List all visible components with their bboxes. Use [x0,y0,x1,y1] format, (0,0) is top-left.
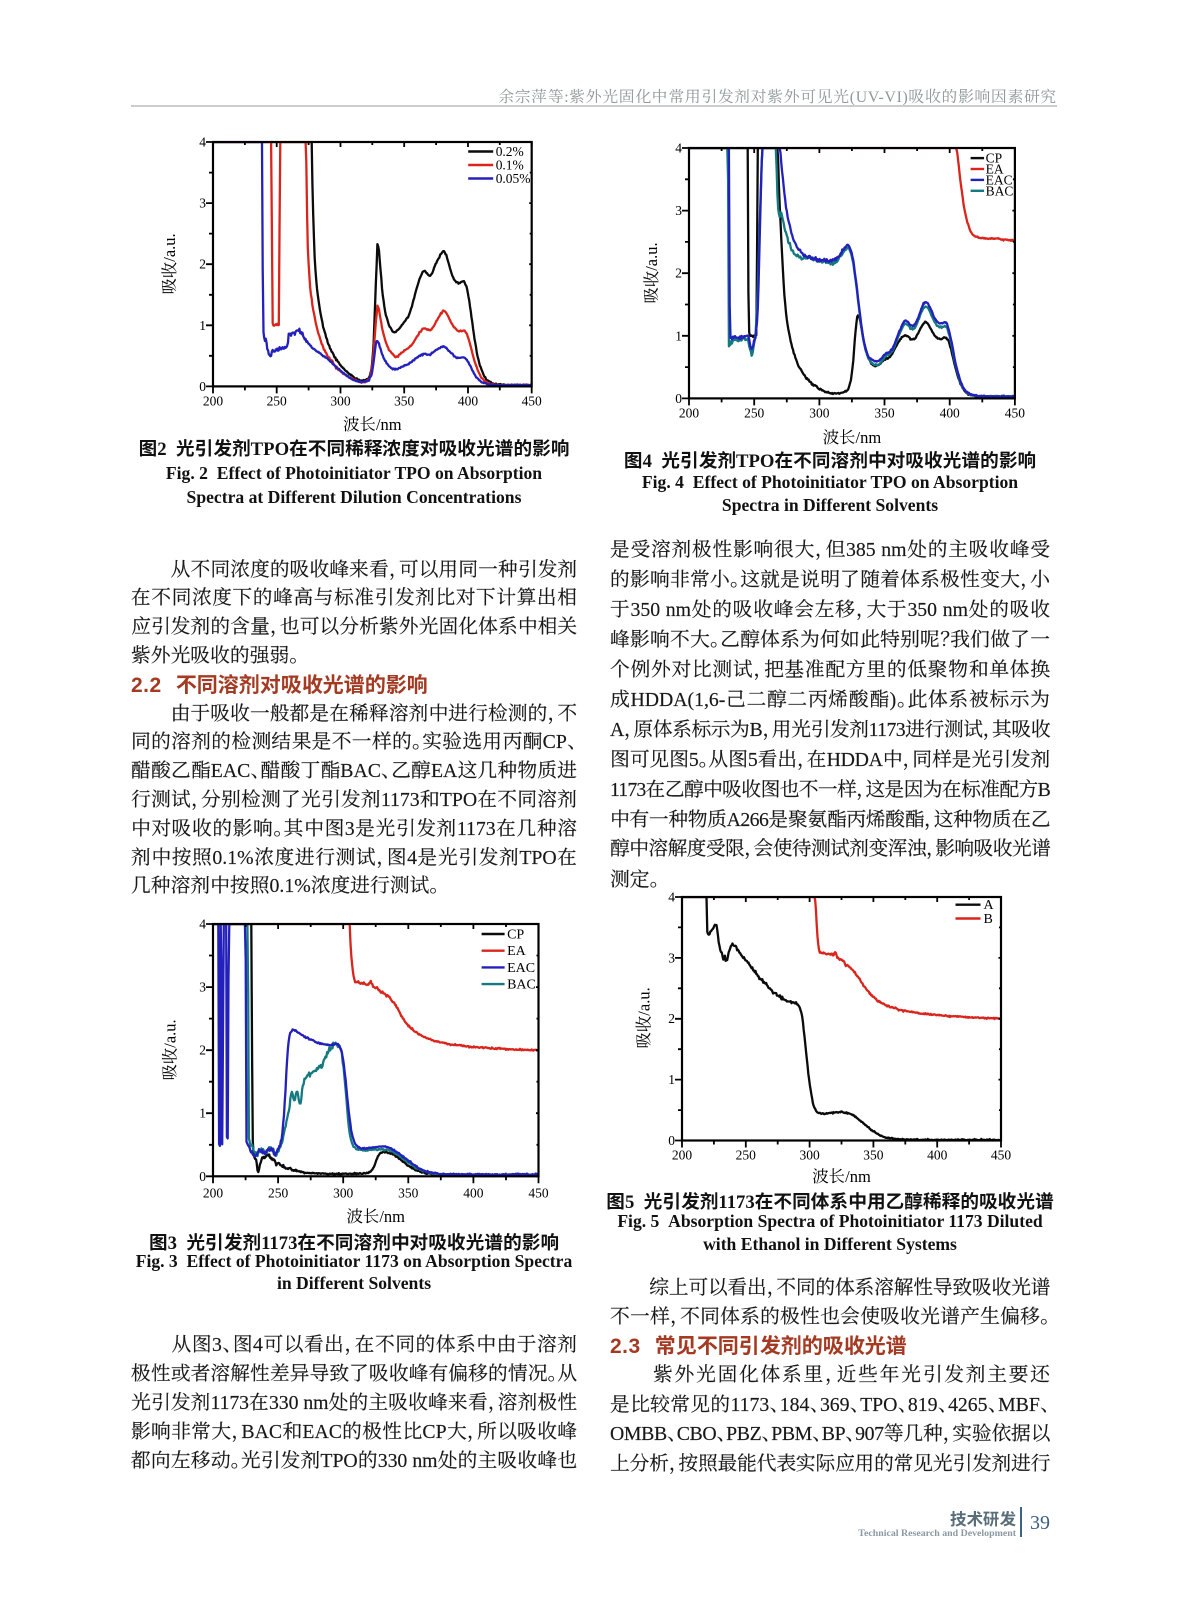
svg-text:400: 400 [927,1148,948,1163]
svg-text:2: 2 [668,1011,675,1026]
svg-text:200: 200 [203,393,223,408]
svg-text:400: 400 [458,393,478,408]
svg-text:450: 450 [1005,405,1025,420]
svg-text:波长/nm: 波长/nm [343,411,402,435]
svg-text:1: 1 [675,328,682,343]
svg-text:吸收/a.u.: 吸收/a.u. [157,1019,181,1080]
svg-text:1: 1 [200,1106,207,1121]
svg-text:250: 250 [268,1185,288,1200]
svg-text:3: 3 [199,196,206,211]
svg-text:300: 300 [330,393,350,408]
svg-text:EA: EA [985,161,1003,176]
svg-text:2: 2 [200,1043,207,1058]
svg-text:450: 450 [990,1148,1011,1163]
svg-text:4: 4 [675,140,682,155]
svg-text:0: 0 [668,1133,675,1148]
svg-text:CP: CP [507,927,524,942]
svg-text:250: 250 [744,405,764,420]
svg-text:350: 350 [394,393,414,408]
svg-text:EAC: EAC [985,172,1012,187]
svg-text:波长/nm: 波长/nm [812,1163,871,1187]
svg-text:3: 3 [675,203,682,218]
svg-text:0: 0 [675,391,682,406]
svg-text:1: 1 [668,1072,675,1087]
svg-text:波长/nm: 波长/nm [347,1203,406,1227]
svg-text:吸收/a.u.: 吸收/a.u. [630,987,654,1048]
svg-text:200: 200 [671,1148,692,1163]
svg-text:400: 400 [464,1185,484,1200]
svg-text:0.1%: 0.1% [495,157,523,172]
svg-text:0: 0 [199,379,206,394]
svg-text:4: 4 [199,134,206,149]
svg-text:4: 4 [668,890,675,905]
svg-text:200: 200 [679,405,699,420]
svg-text:吸收/a.u.: 吸收/a.u. [638,242,662,303]
svg-text:350: 350 [863,1148,884,1163]
svg-text:EAC: EAC [507,961,535,976]
svg-text:250: 250 [266,393,286,408]
svg-text:250: 250 [735,1148,756,1163]
svg-text:2: 2 [199,257,206,272]
svg-text:350: 350 [399,1185,419,1200]
svg-text:波长/nm: 波长/nm [822,424,881,448]
svg-text:400: 400 [939,405,959,420]
svg-text:300: 300 [799,1148,820,1163]
svg-text:BAC: BAC [507,978,536,993]
svg-text:A: A [983,898,994,913]
svg-text:BAC: BAC [985,183,1013,198]
svg-text:3: 3 [200,980,207,995]
svg-text:350: 350 [874,405,894,420]
svg-text:CP: CP [985,150,1002,165]
svg-text:200: 200 [203,1185,223,1200]
svg-text:2: 2 [675,266,682,281]
svg-text:EA: EA [507,944,526,959]
svg-text:1: 1 [199,318,206,333]
svg-text:300: 300 [333,1185,353,1200]
svg-text:0.05%: 0.05% [495,171,530,186]
svg-text:吸收/a.u.: 吸收/a.u. [156,233,180,294]
svg-text:300: 300 [809,405,829,420]
svg-text:4: 4 [200,916,207,931]
svg-text:B: B [983,912,992,927]
svg-text:0: 0 [200,1169,207,1184]
svg-text:450: 450 [529,1185,549,1200]
svg-text:0.2%: 0.2% [495,144,523,159]
svg-text:3: 3 [668,950,675,965]
svg-text:450: 450 [521,393,541,408]
